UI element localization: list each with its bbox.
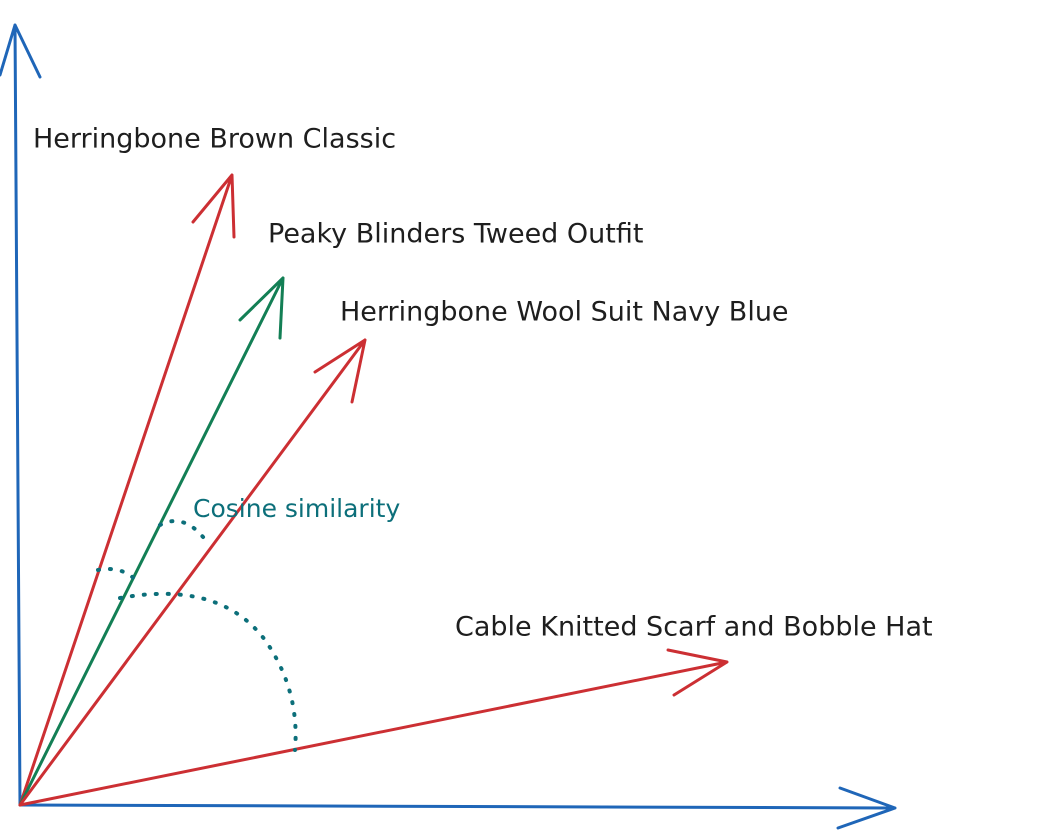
- angle-arc: [118, 591, 298, 752]
- vector-label: Cable Knitted Scarf and Bobble Hat: [455, 612, 933, 643]
- vector-arrow: [18, 173, 236, 807]
- angle-arc: [96, 567, 142, 587]
- x-axis: [18, 786, 897, 830]
- vector-arrow: [18, 338, 367, 807]
- vector-arrow: [18, 648, 729, 807]
- vector-label: Herringbone Brown Classic: [33, 124, 396, 155]
- y-axis: [0, 23, 42, 807]
- vector-label: Peaky Blinders Tweed Outfit: [268, 219, 643, 250]
- vector-label: Herringbone Wool Suit Navy Blue: [340, 297, 789, 328]
- vector-arrow: [18, 276, 285, 807]
- annotation: Cosine similarity: [193, 494, 400, 523]
- angle-arc: [158, 519, 209, 544]
